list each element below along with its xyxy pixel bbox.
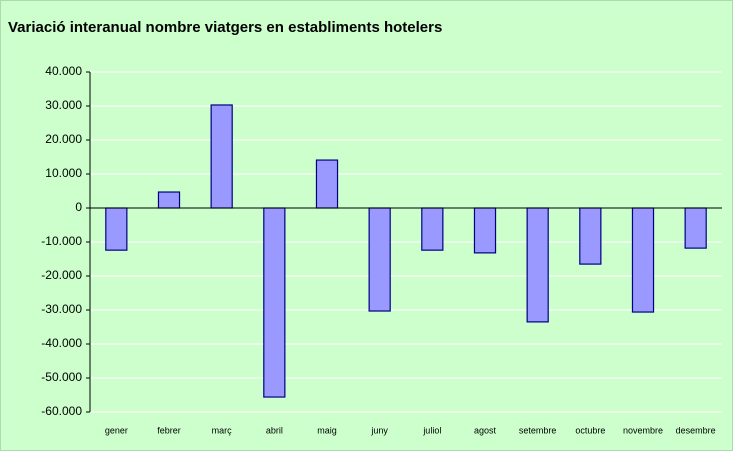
y-tick-label: -40.000 — [41, 336, 82, 350]
bar — [157, 191, 181, 209]
y-tick-label: -60.000 — [41, 404, 82, 418]
x-tick-label: maig — [317, 425, 337, 435]
x-tick-label: setembre — [519, 425, 557, 435]
x-tick-label: juny — [370, 425, 388, 435]
x-tick-label: abril — [266, 425, 283, 435]
bar — [263, 207, 286, 398]
x-tick-label: octubre — [575, 425, 605, 435]
x-tick-label: agost — [474, 425, 497, 435]
bar — [315, 159, 339, 209]
y-tick-label: -50.000 — [41, 370, 82, 384]
y-tick-label: -30.000 — [41, 302, 82, 316]
bar — [473, 207, 497, 254]
bar — [631, 207, 655, 313]
x-tick-label: novembre — [623, 425, 663, 435]
chart-title: Variació interanual nombre viatgers en e… — [8, 19, 442, 36]
y-tick-label: 10.000 — [45, 166, 82, 180]
y-tick-label: 0 — [75, 200, 82, 214]
y-tick-label: 30.000 — [45, 98, 82, 112]
x-tick-label: juliol — [422, 425, 441, 435]
y-tick-label: -20.000 — [41, 268, 82, 282]
bar — [421, 207, 444, 251]
x-tick-label: febrer — [157, 425, 181, 435]
y-tick-label: 40.000 — [45, 64, 82, 78]
bar — [368, 207, 391, 312]
y-tick-label: 20.000 — [45, 132, 82, 146]
bar — [210, 104, 233, 209]
bar — [105, 207, 128, 251]
y-tick-label: -10.000 — [41, 234, 82, 248]
x-tick-label: gener — [105, 425, 128, 435]
bar — [526, 207, 549, 323]
bar — [579, 207, 602, 265]
x-tick-label: març — [212, 425, 232, 435]
x-tick-label: desembre — [676, 425, 716, 435]
bar — [684, 207, 707, 249]
